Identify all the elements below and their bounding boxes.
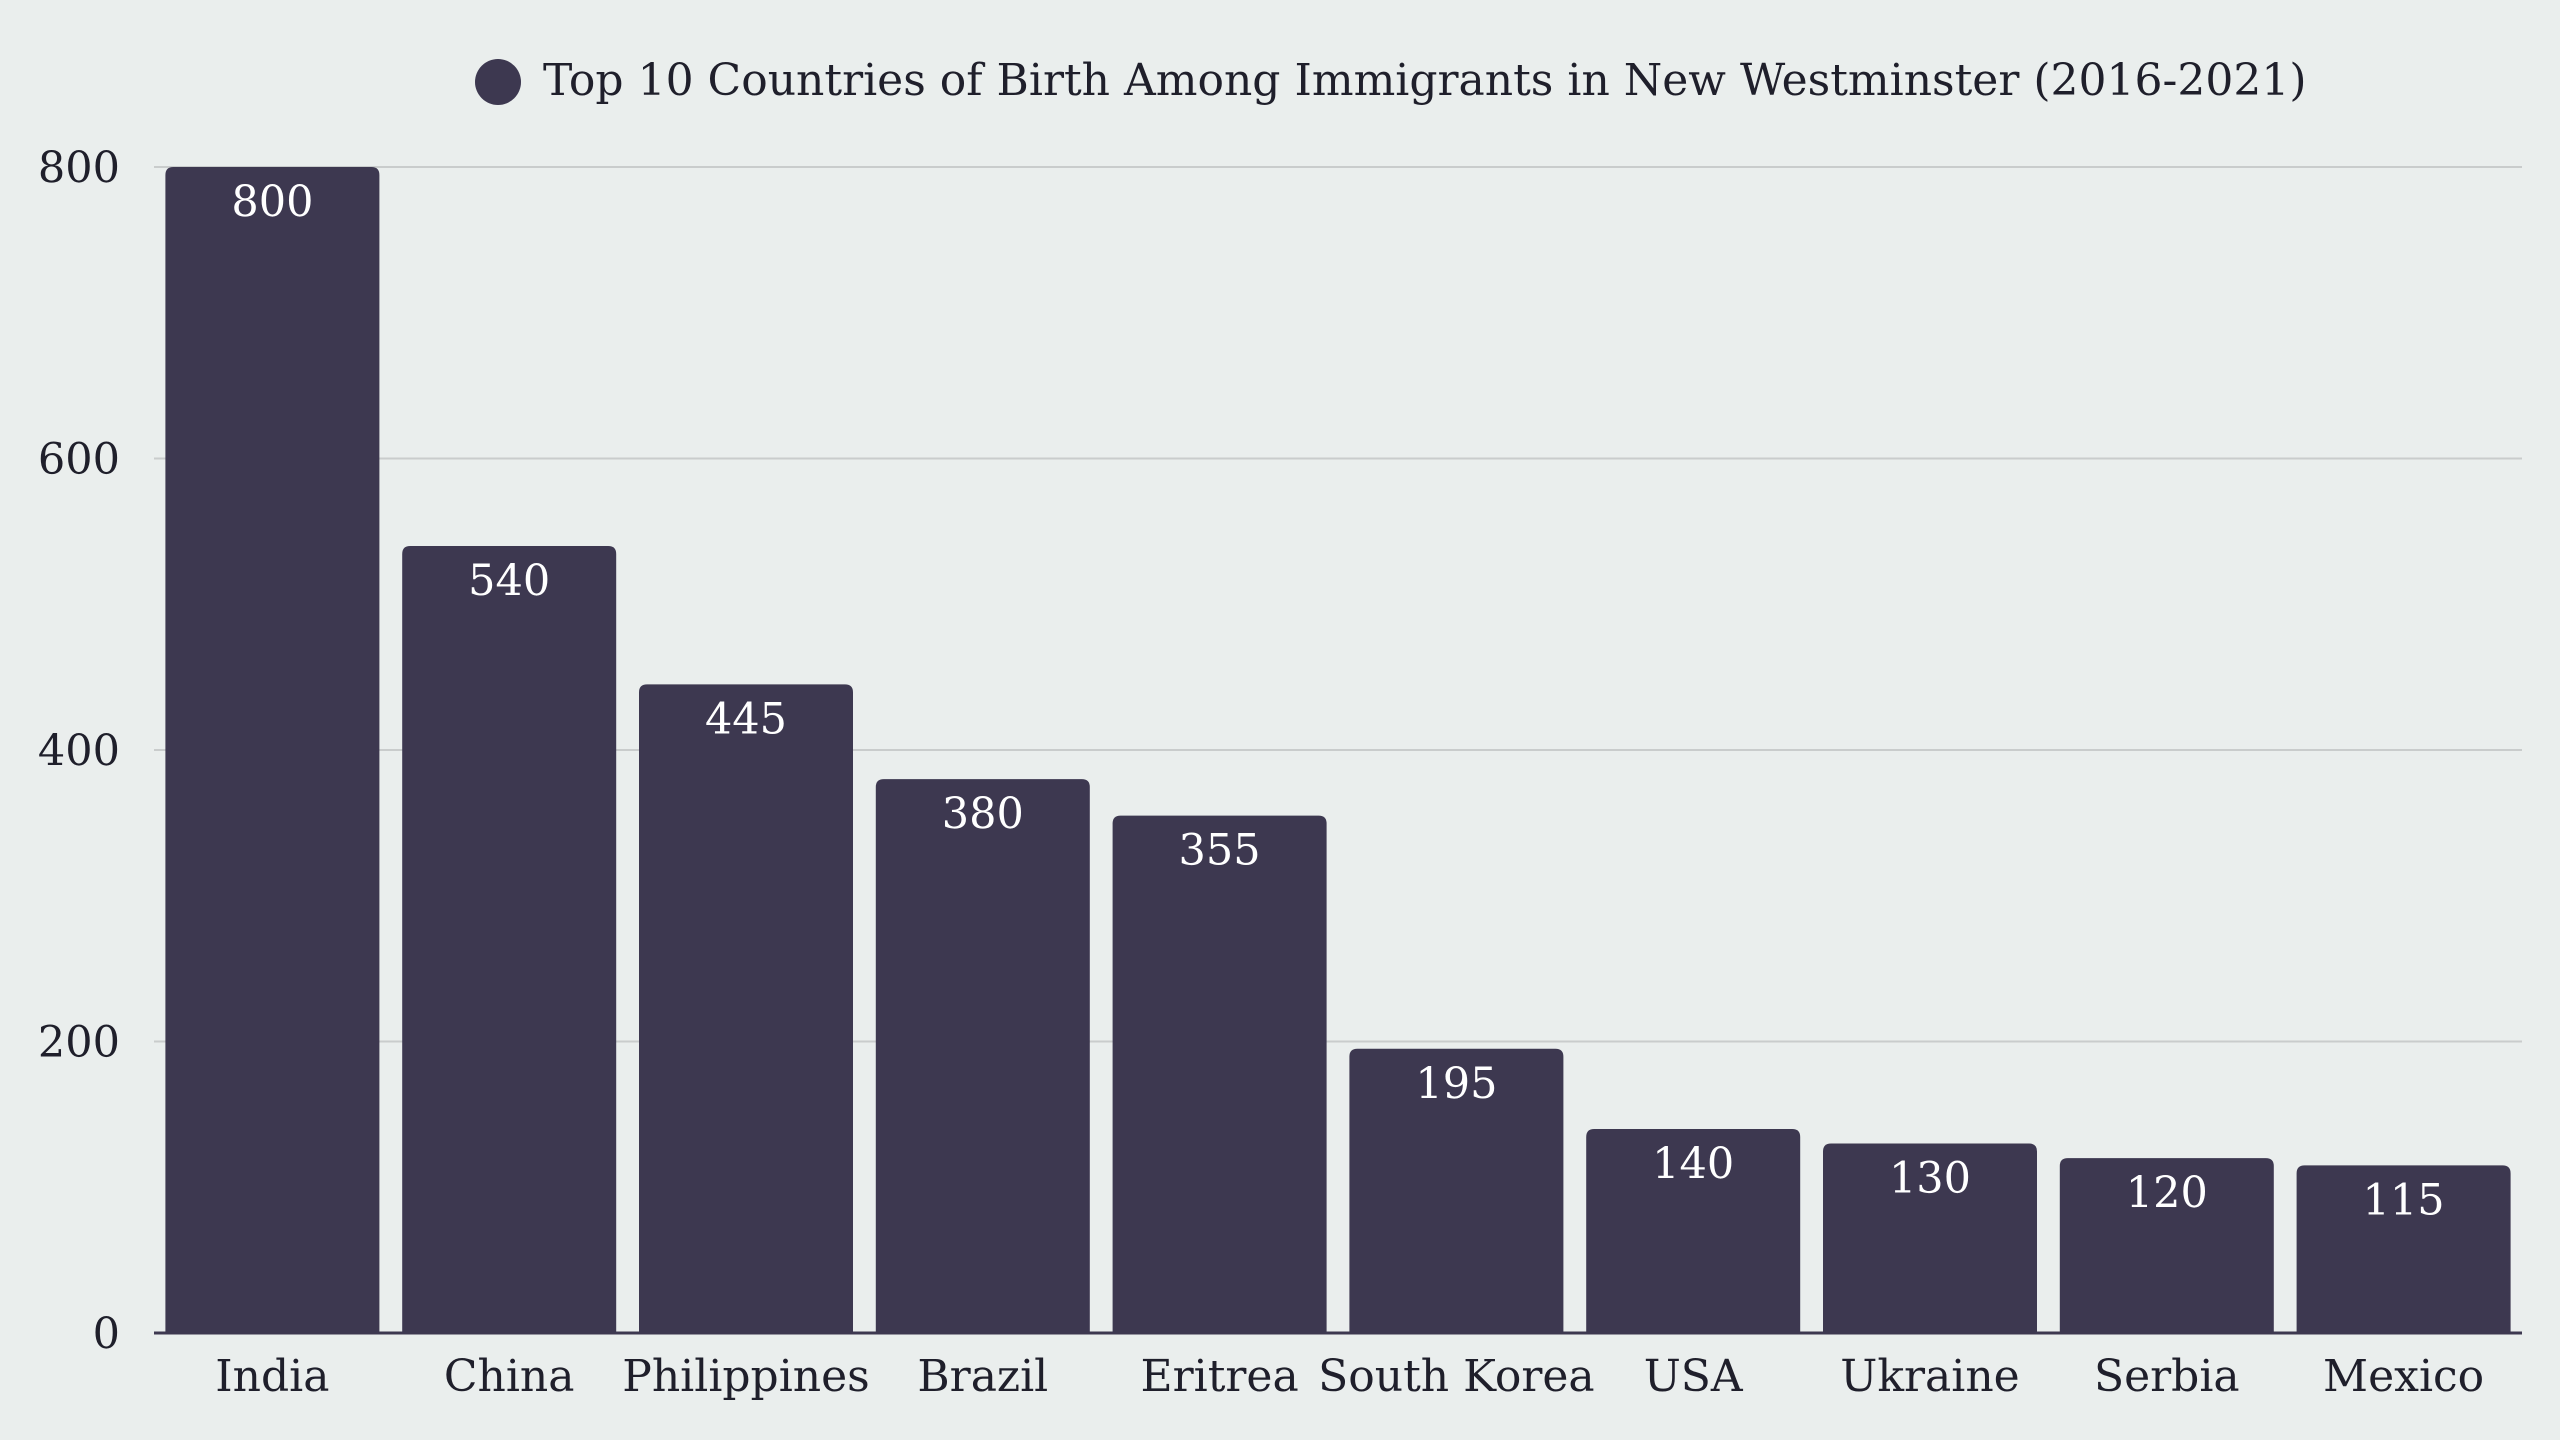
data-label: 195 (1415, 1059, 1497, 1109)
data-label: 130 (1889, 1154, 1971, 1204)
y-tick-label: 600 (38, 435, 120, 485)
x-category-label: Philippines (622, 1351, 870, 1402)
bar-serbia (2059, 1158, 2274, 1333)
y-tick-label: 400 (38, 726, 120, 776)
data-label: 380 (942, 789, 1024, 839)
bar-usa (1586, 1128, 1801, 1333)
x-category-label: Brazil (917, 1351, 1048, 1402)
bar-mexico (2296, 1165, 2511, 1333)
data-label: 800 (231, 177, 313, 227)
value-labels: 800 540 445 380 355 195 140 130 120 115 (231, 177, 2444, 1225)
y-tick-label: 200 (38, 1018, 120, 1068)
data-label: 120 (2126, 1168, 2208, 1218)
bar-south-korea (1349, 1048, 1564, 1333)
y-tick-label: 0 (93, 1309, 120, 1359)
data-label: 540 (468, 556, 550, 606)
x-axis-categories: India China Philippines Brazil Eritrea South … (215, 1351, 2484, 1402)
x-category-label: Mexico (2323, 1351, 2484, 1402)
bar-india (165, 167, 380, 1333)
bar-philippines (639, 684, 853, 1333)
x-category-label: USA (1644, 1351, 1744, 1402)
data-label: 140 (1652, 1139, 1734, 1189)
x-category-label: South Korea (1318, 1351, 1594, 1402)
data-label: 115 (2363, 1175, 2445, 1225)
x-category-label: Ukraine (1840, 1351, 2019, 1402)
data-label: 445 (705, 694, 787, 744)
legend-entry: Top 10 Countries of Birth Among Immigran… (543, 55, 2307, 106)
x-category-label: Eritrea (1140, 1351, 1298, 1402)
y-tick-label: 800 (38, 143, 120, 193)
legend: Top 10 Countries of Birth Among Immigran… (475, 55, 2307, 106)
bars (165, 167, 2511, 1333)
y-axis-ticks: 0 200 400 600 800 (38, 143, 120, 1359)
x-category-label: Serbia (2094, 1351, 2240, 1402)
x-category-label: India (215, 1351, 329, 1402)
bar-brazil (875, 779, 1090, 1333)
data-label: 355 (1179, 826, 1261, 876)
legend-swatch-icon (475, 59, 521, 105)
x-category-label: China (444, 1351, 575, 1402)
bar-china (402, 545, 617, 1333)
bar-eritrea (1112, 815, 1327, 1333)
bar-ukraine (1823, 1143, 2037, 1333)
